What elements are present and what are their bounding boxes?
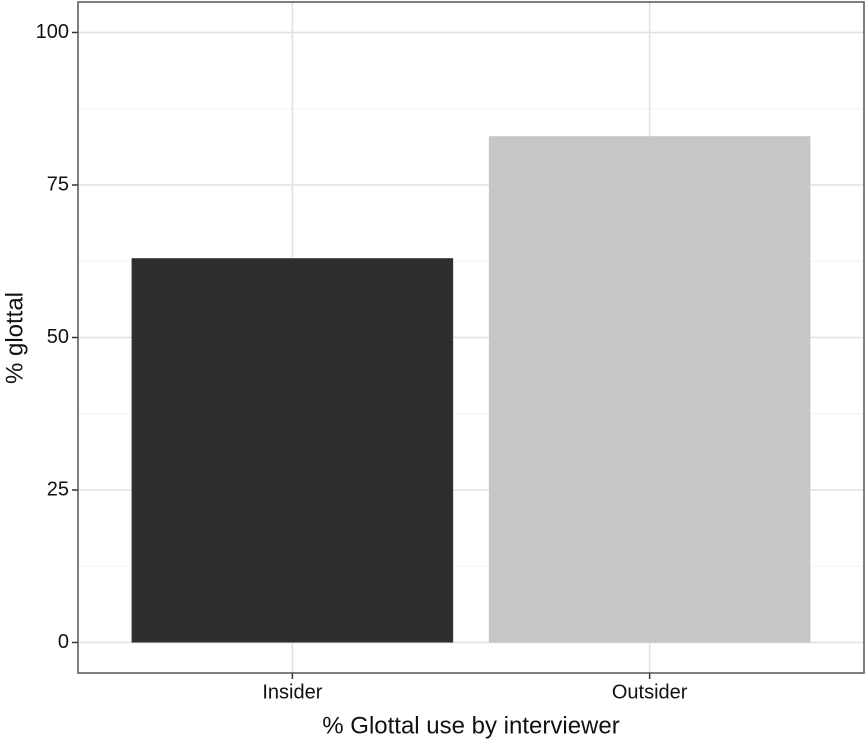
bar (131, 258, 454, 643)
bar (488, 136, 811, 643)
panel-border (77, 1, 865, 674)
x-axis-title: % Glottal use by interviewer (322, 712, 619, 739)
y-axis-title: % glottal (1, 292, 28, 384)
y-tick-label: 50 (47, 326, 69, 348)
y-tick-label: 25 (47, 478, 69, 500)
y-tick-label: 100 (36, 21, 69, 43)
x-tick-label: Outsider (612, 681, 688, 703)
y-tick-label: 75 (47, 173, 69, 195)
x-tick-label: Insider (262, 681, 322, 703)
y-tick-label: 0 (58, 631, 69, 653)
